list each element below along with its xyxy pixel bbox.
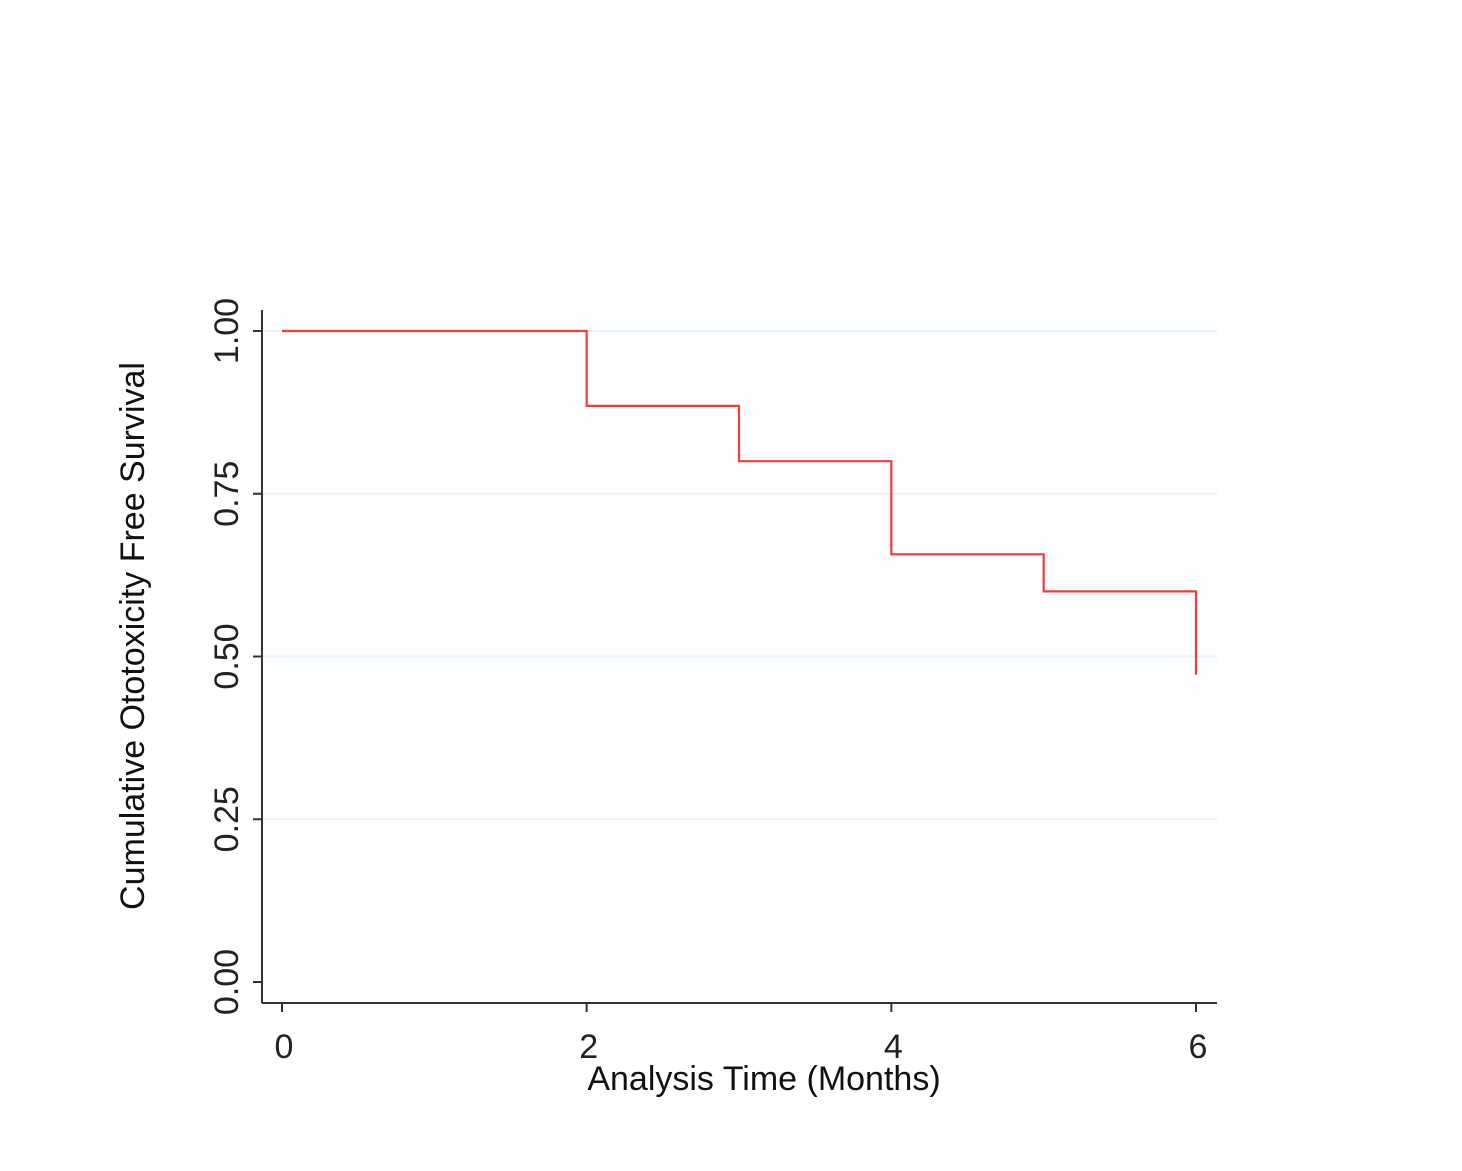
x-tick-label: 4 [884, 1028, 903, 1066]
y-tick-label: 0.00 [208, 949, 246, 1015]
x-tick-label: 2 [579, 1028, 598, 1066]
y-tick-label: 1.00 [208, 298, 246, 364]
y-tick-label: 0.25 [208, 786, 246, 852]
y-tick-label: 0.50 [208, 623, 246, 689]
survival-step-line [282, 329, 1198, 675]
x-tick-label: 0 [275, 1028, 294, 1066]
series-lines [282, 329, 1198, 675]
y-axis-title: Cumulative Ototoxicity Free Survival [114, 362, 152, 910]
x-tick-label: 6 [1189, 1028, 1208, 1066]
x-axis-title: Analysis Time (Months) [587, 1060, 940, 1098]
tick-marks [253, 330, 1197, 1012]
y-tick-label: 0.75 [208, 461, 246, 527]
tick-labels: 0.00 0.25 0.50 0.75 1.00 0 2 4 6 [208, 298, 1207, 1066]
